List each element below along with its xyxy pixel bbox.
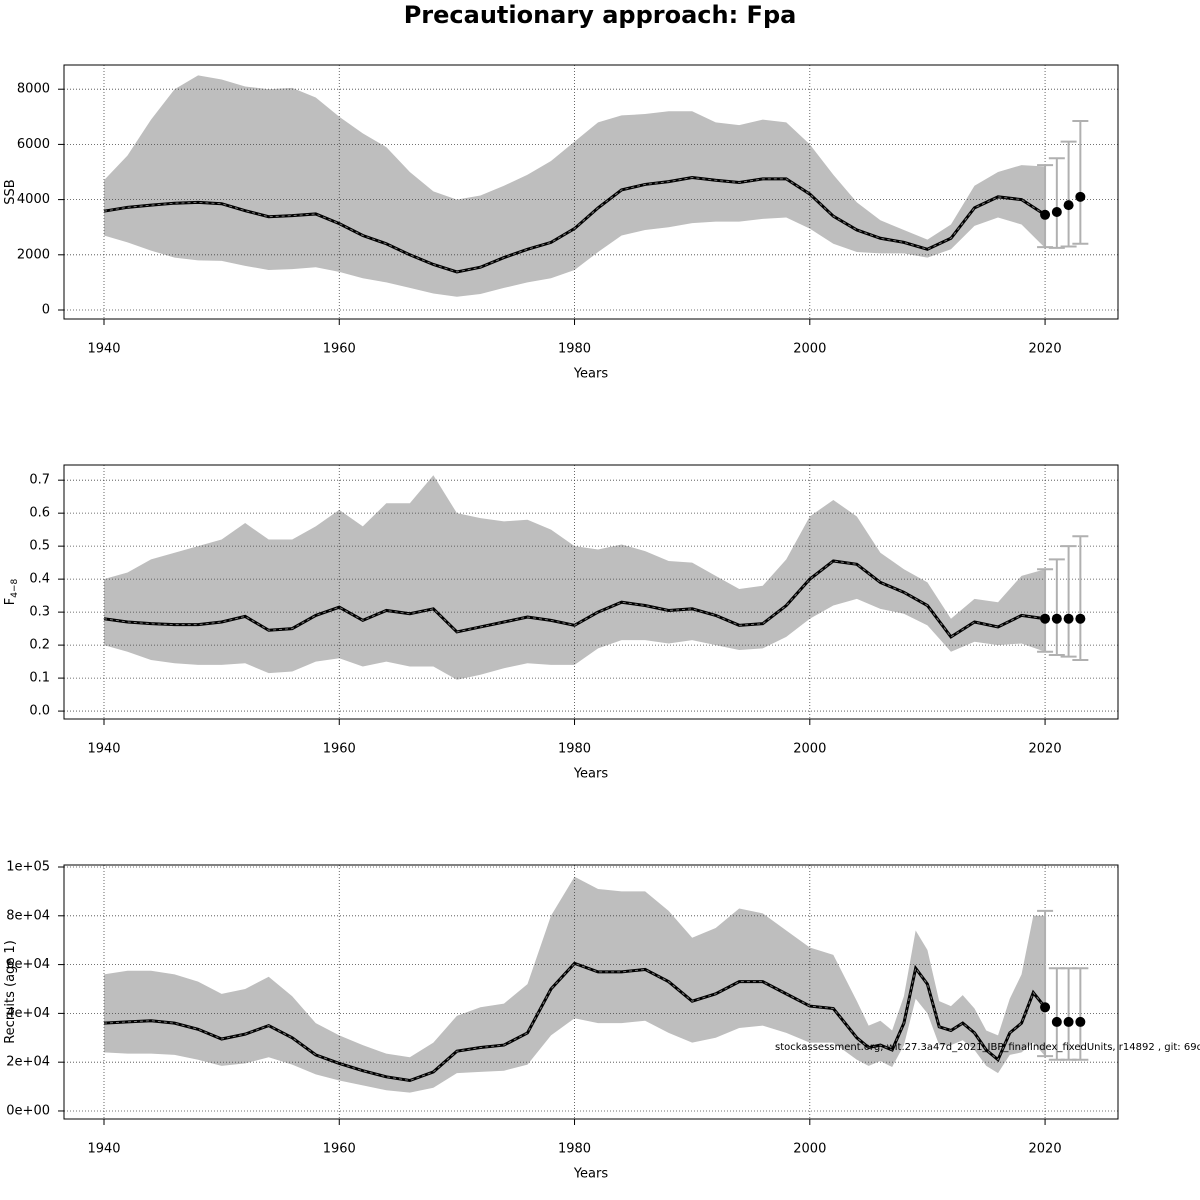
- y-axis-label-sub: 4−8: [10, 578, 20, 597]
- y-tick-label: 4e+04: [6, 1006, 50, 1021]
- y-tick-label: 0.4: [29, 572, 50, 587]
- y-tick-label: 6e+04: [6, 957, 50, 972]
- x-tick-label: 1980: [558, 342, 591, 357]
- confidence-band: [103, 876, 1046, 1093]
- y-tick-label: 0.7: [29, 473, 50, 488]
- y-axis-label: F4−8: [3, 578, 20, 605]
- x-tick-label: 2000: [793, 742, 826, 757]
- x-axis-label: Years: [573, 1167, 609, 1182]
- x-axis-label: Years: [573, 767, 609, 782]
- confidence-band: [103, 475, 1046, 680]
- y-tick-label: 0e+00: [6, 1103, 50, 1118]
- plot-frame: [63, 464, 1119, 720]
- x-tick-label: 1980: [558, 742, 591, 757]
- y-axis-label-main: SSB: [3, 179, 18, 204]
- x-tick-label: 1940: [87, 342, 120, 357]
- y-tick-label: 2000: [17, 247, 50, 262]
- y-tick-label: 0.6: [29, 506, 50, 521]
- y-axis-label-main: F: [3, 598, 18, 605]
- forecast-point: [1063, 1016, 1074, 1027]
- forecast-point: [1063, 200, 1074, 211]
- estimate-line-dash: [103, 560, 1046, 638]
- x-tick-label: 2020: [1029, 342, 1062, 357]
- x-tick-label: 2000: [793, 342, 826, 357]
- y-axis-label: SSB: [3, 179, 18, 204]
- y-tick-label: 0.0: [29, 704, 50, 719]
- y-axis-label: Recruits (age 1): [3, 940, 18, 1044]
- forecast-point: [1040, 613, 1051, 624]
- forecast-point: [1051, 613, 1062, 624]
- y-tick-label: 0.5: [29, 539, 50, 554]
- y-tick-label: 8000: [17, 82, 50, 97]
- x-tick-label: 2020: [1029, 1142, 1062, 1157]
- estimate-line-dash: [103, 177, 1046, 273]
- forecast-point: [1040, 209, 1051, 220]
- x-tick-label: 2020: [1029, 742, 1062, 757]
- forecast-point: [1040, 1002, 1051, 1013]
- plot-frame: [63, 64, 1119, 320]
- y-tick-label: 1e+05: [6, 860, 50, 875]
- forecast-point: [1063, 613, 1074, 624]
- footnote: stockassessment.org, wit.27.3a47d_2021_I…: [775, 1042, 1200, 1053]
- forecast-point: [1075, 191, 1086, 202]
- y-tick-label: 0: [42, 303, 50, 318]
- chart-title: Precautionary approach: Fpa: [404, 1, 797, 29]
- x-tick-label: 1960: [323, 342, 356, 357]
- x-tick-label: 1960: [323, 1142, 356, 1157]
- y-axis-label-main: Recruits (age 1): [3, 940, 18, 1044]
- plot-frame: [63, 864, 1119, 1120]
- y-tick-label: 0.1: [29, 671, 50, 686]
- confidence-band: [103, 75, 1046, 297]
- forecast-point: [1051, 207, 1062, 218]
- y-tick-label: 0.2: [29, 638, 50, 653]
- x-tick-label: 1980: [558, 1142, 591, 1157]
- x-tick-label: 1940: [87, 1142, 120, 1157]
- y-tick-label: 8e+04: [6, 908, 50, 923]
- estimate-line-dash: [103, 962, 1046, 1081]
- x-tick-label: 1940: [87, 742, 120, 757]
- forecast-point: [1075, 613, 1086, 624]
- forecast-point: [1051, 1016, 1062, 1027]
- x-tick-label: 1960: [323, 742, 356, 757]
- y-tick-label: 0.3: [29, 605, 50, 620]
- y-tick-label: 4000: [17, 192, 50, 207]
- x-tick-label: 2000: [793, 1142, 826, 1157]
- x-axis-label: Years: [573, 367, 609, 382]
- forecast-point: [1075, 1016, 1086, 1027]
- y-tick-label: 2e+04: [6, 1055, 50, 1070]
- y-tick-label: 6000: [17, 137, 50, 152]
